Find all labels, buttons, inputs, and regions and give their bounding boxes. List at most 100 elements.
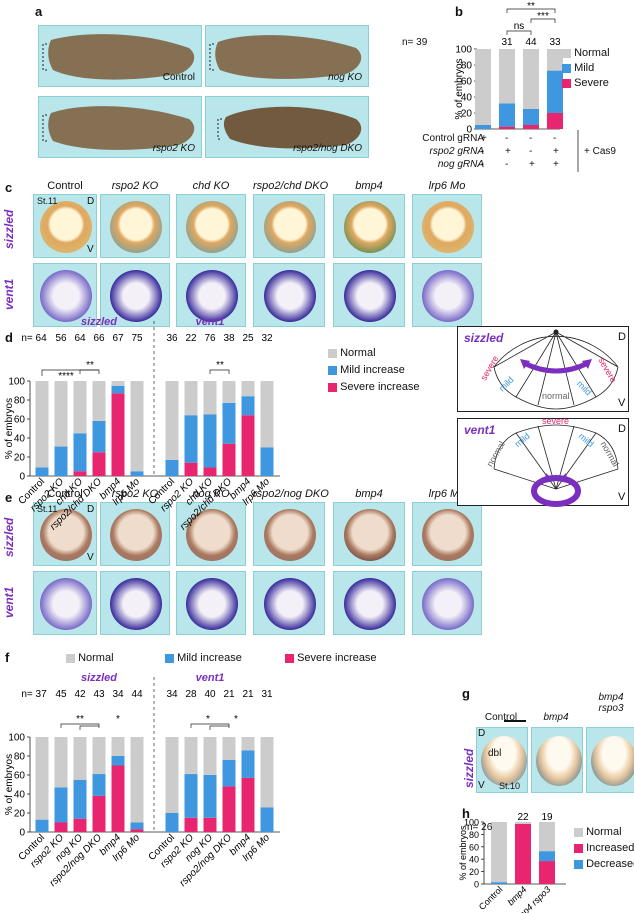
embryo — [422, 201, 474, 253]
n-value: 76 — [204, 333, 216, 344]
f-legend-normal: Normal — [66, 652, 114, 664]
bar-segment — [547, 113, 563, 129]
embryo — [110, 509, 162, 561]
embryo-image-control: Control — [38, 25, 202, 87]
embryo-image — [253, 263, 325, 327]
grna-sign: + — [553, 159, 559, 170]
n-value: 21 — [223, 689, 235, 700]
bar-segment — [35, 467, 49, 476]
y-tick-label: 100 — [8, 377, 25, 388]
legend-label: Normal — [78, 652, 114, 664]
bar-segment — [73, 381, 87, 434]
grna-sign: - — [481, 159, 485, 170]
ventral-label: V — [87, 244, 94, 255]
bar-segment — [35, 381, 49, 468]
grna-sign: - — [529, 146, 533, 157]
sig-bracket — [79, 725, 99, 730]
y-tick-label: 20 — [14, 809, 26, 820]
bar-segment — [130, 829, 144, 832]
bar-segment — [222, 737, 236, 760]
sig-label: **** — [58, 371, 74, 382]
bar-segment — [260, 381, 274, 448]
h-n-label: n= 26 — [467, 822, 493, 833]
n-value: 56 — [55, 333, 67, 344]
bar-segment — [523, 49, 539, 109]
bar-segment — [92, 737, 106, 775]
legend-swatch — [562, 48, 571, 58]
bar-segment — [73, 779, 87, 819]
legend-swatch — [562, 78, 571, 88]
embryo — [591, 736, 634, 786]
embryo — [481, 736, 527, 786]
schematic-vent1: vent1 D V normal mild severe mild normal — [457, 416, 629, 507]
y-tick-label: 60 — [469, 842, 479, 852]
grna-sign: + — [553, 146, 559, 157]
n-value: 36 — [166, 333, 178, 344]
sig-bracket — [506, 8, 556, 13]
bar-segment — [130, 737, 144, 823]
b-legend-severe: Severe — [562, 77, 609, 89]
sig-label: ns — [514, 21, 525, 32]
dorsal-label: D — [478, 728, 486, 739]
grna-row-nog: nog gRNA — [437, 159, 484, 170]
n-value: 19 — [541, 812, 553, 823]
grna-row-rspo2: rspo2 gRNA — [429, 146, 484, 157]
bar-segment — [203, 817, 217, 832]
y-tick-label: 0 — [466, 125, 472, 136]
embryo — [536, 736, 582, 786]
embryo — [40, 509, 92, 561]
bar-segment — [111, 385, 125, 394]
dbl-label: dbl — [488, 748, 502, 759]
bar-segment — [260, 447, 274, 476]
column-label: Control — [47, 488, 83, 500]
legend-label: Decreased — [586, 858, 634, 870]
y-tick-label: 40 — [14, 434, 26, 445]
embryo-image — [333, 263, 405, 327]
bar-segment — [539, 822, 555, 852]
n-value: 34 — [112, 689, 124, 700]
y-tick-label: 60 — [461, 77, 473, 88]
panel-label-c: c — [5, 180, 13, 195]
panel-label-f: f — [5, 650, 10, 665]
n-value: 33 — [549, 37, 561, 48]
y-tick-label: 60 — [14, 415, 26, 426]
n-value: 44 — [525, 37, 537, 48]
legend-swatch — [66, 653, 75, 663]
sig-bracket — [209, 725, 229, 730]
embryo-image — [586, 727, 634, 793]
bar-segment — [165, 813, 179, 832]
embryo — [344, 270, 396, 322]
column-label: bmp4 — [355, 180, 383, 192]
n-value: 75 — [131, 333, 143, 344]
embryo-image — [333, 502, 405, 566]
bar-segment — [35, 819, 49, 832]
bar-segment — [203, 414, 217, 468]
embryo — [40, 201, 92, 253]
f-legend-mild: Mild increase — [165, 652, 242, 664]
d-legend-severe: Severe increase — [328, 381, 420, 393]
embryo-image — [412, 194, 482, 258]
bar-segment — [241, 381, 255, 397]
sig-bracket — [506, 30, 532, 35]
bar-segment — [491, 822, 507, 883]
y-tick-label: 40 — [461, 93, 473, 104]
embryo-image — [176, 263, 246, 327]
n-value: 42 — [74, 689, 86, 700]
grna-row-control: Control gRNA — [422, 133, 484, 144]
bar-segment — [241, 750, 255, 778]
legend-label: Increased — [586, 842, 634, 854]
column-label: chd KO — [192, 180, 230, 192]
bar-segment — [165, 737, 179, 813]
y-tick-label: 20 — [14, 453, 26, 464]
column-label: rspo2 KO — [111, 180, 159, 192]
embryo-image — [253, 502, 325, 566]
y-tick-label: 60 — [14, 771, 26, 782]
n-value: 40 — [204, 689, 216, 700]
sig-bracket — [209, 369, 230, 374]
grna-sign: - — [505, 159, 509, 170]
n-value: 44 — [131, 689, 143, 700]
bar-segment — [111, 756, 125, 766]
y-tick-label: 100 — [455, 45, 472, 56]
grna-sign: - — [529, 133, 533, 144]
embryo-image-rspo2-nog-dko: rspo2/nog DKO — [205, 96, 369, 158]
